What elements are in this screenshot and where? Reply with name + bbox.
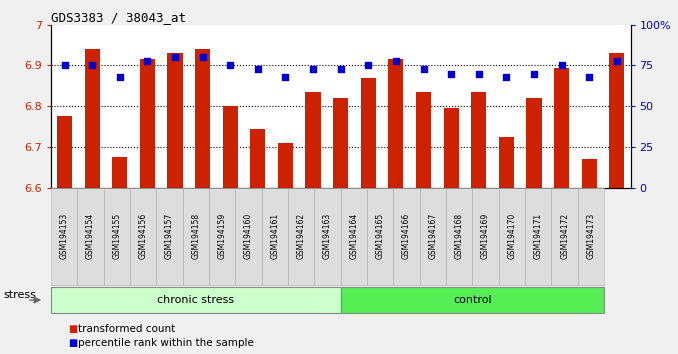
Text: GSM194162: GSM194162 <box>297 213 306 259</box>
Bar <box>416 92 431 188</box>
Text: transformed count: transformed count <box>78 324 175 334</box>
Text: GSM194172: GSM194172 <box>560 213 569 259</box>
Point <box>308 66 319 72</box>
Text: ■: ■ <box>68 324 77 334</box>
Text: GSM194170: GSM194170 <box>507 213 517 259</box>
Point <box>197 55 208 60</box>
Text: percentile rank within the sample: percentile rank within the sample <box>78 338 254 348</box>
Text: GSM194173: GSM194173 <box>586 213 595 259</box>
Text: GSM194156: GSM194156 <box>138 213 148 259</box>
Bar <box>609 53 624 188</box>
Point <box>225 63 236 68</box>
Point <box>612 58 622 63</box>
Bar <box>499 137 514 188</box>
Bar <box>582 159 597 188</box>
Point <box>391 58 401 63</box>
Text: control: control <box>453 295 492 305</box>
Bar <box>140 59 155 188</box>
Point <box>115 74 125 80</box>
Point <box>501 74 512 80</box>
Bar <box>250 129 266 188</box>
Point <box>528 71 539 76</box>
Text: GSM194168: GSM194168 <box>455 213 464 259</box>
Text: chronic stress: chronic stress <box>157 295 235 305</box>
Bar <box>443 108 459 188</box>
Point <box>584 74 595 80</box>
Text: GSM194153: GSM194153 <box>60 213 68 259</box>
Bar <box>222 106 238 188</box>
Point <box>87 63 98 68</box>
Bar <box>167 53 182 188</box>
Bar <box>526 98 542 188</box>
Text: stress: stress <box>3 290 36 300</box>
Bar <box>471 92 486 188</box>
Bar <box>85 49 100 188</box>
Text: GSM194159: GSM194159 <box>218 213 226 259</box>
Text: GSM194161: GSM194161 <box>271 213 279 259</box>
Point <box>445 71 456 76</box>
Point <box>418 66 429 72</box>
Bar <box>388 59 403 188</box>
Text: GSM194158: GSM194158 <box>191 213 200 259</box>
Text: GSM194163: GSM194163 <box>323 213 332 259</box>
Bar <box>333 98 348 188</box>
Point <box>335 66 346 72</box>
Text: GSM194157: GSM194157 <box>165 213 174 259</box>
Text: GSM194164: GSM194164 <box>349 213 359 259</box>
Point <box>59 63 70 68</box>
Text: GSM194154: GSM194154 <box>86 213 95 259</box>
Text: GSM194166: GSM194166 <box>402 213 411 259</box>
Bar <box>195 49 210 188</box>
Text: GSM194165: GSM194165 <box>376 213 384 259</box>
Point <box>473 71 484 76</box>
Point <box>142 58 153 63</box>
Text: GSM194167: GSM194167 <box>428 213 437 259</box>
Point <box>363 63 374 68</box>
Bar <box>113 157 127 188</box>
Text: ■: ■ <box>68 338 77 348</box>
Text: GDS3383 / 38043_at: GDS3383 / 38043_at <box>51 11 186 24</box>
Text: GSM194169: GSM194169 <box>481 213 490 259</box>
Point <box>280 74 291 80</box>
Bar <box>361 78 376 188</box>
Bar <box>554 68 569 188</box>
Bar <box>306 92 321 188</box>
Bar <box>278 143 293 188</box>
Point <box>170 55 180 60</box>
Text: GSM194171: GSM194171 <box>534 213 543 259</box>
Text: GSM194160: GSM194160 <box>244 213 253 259</box>
Text: GSM194155: GSM194155 <box>113 213 121 259</box>
Bar <box>57 116 73 188</box>
Point <box>556 63 567 68</box>
Point <box>252 66 263 72</box>
